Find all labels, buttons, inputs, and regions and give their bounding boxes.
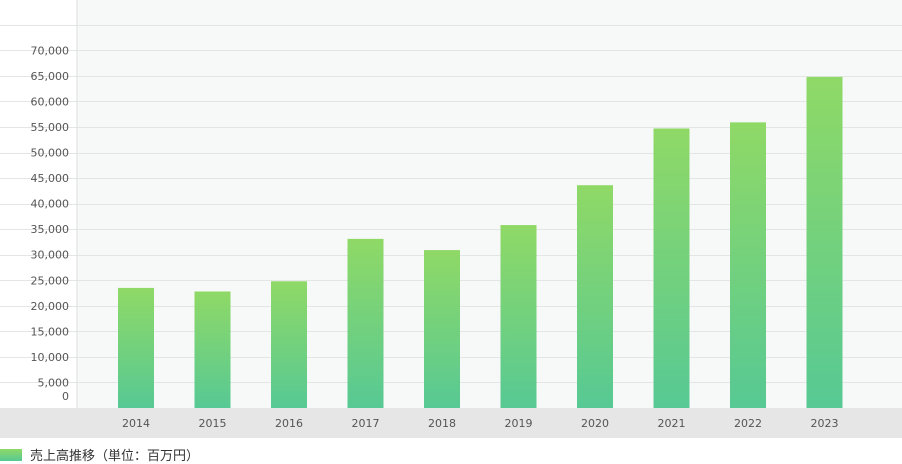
y-tick-label: 65,000	[31, 70, 70, 83]
bar-2019[interactable]	[500, 225, 537, 408]
bar-2015[interactable]	[194, 291, 231, 408]
bar-2023[interactable]	[806, 76, 843, 408]
y-tick-label: 45,000	[31, 172, 70, 185]
y-tick-label: 60,000	[31, 95, 70, 108]
bars	[118, 76, 843, 408]
legend-label: 売上高推移（単位：百万円）	[30, 449, 200, 464]
x-tick-label: 2022	[734, 417, 762, 430]
x-tick-label: 2018	[428, 417, 456, 430]
x-tick-label: 2019	[505, 417, 533, 430]
bar-2021[interactable]	[653, 128, 690, 408]
x-tick-label: 2014	[122, 417, 150, 430]
bar-2014[interactable]	[118, 287, 154, 408]
y-tick-label: 5,000	[38, 376, 70, 389]
x-axis-ticks: 2014 2015 2016 2017 2018 2019 2020 2021 2022 2023	[122, 417, 839, 430]
y-tick-label: 50,000	[31, 147, 70, 160]
bar-2020[interactable]	[577, 185, 613, 408]
y-tick-label: 30,000	[31, 249, 70, 262]
y-tick-label: 15,000	[31, 325, 70, 338]
bar-2017[interactable]	[347, 238, 384, 408]
y-tick-label: 55,000	[31, 121, 70, 134]
x-tick-label: 2016	[275, 417, 303, 430]
legend-swatch	[0, 448, 22, 461]
y-axis-ticks: 05,000 10,000 15,000 20,000 25,000 30,000 35,0…	[31, 44, 70, 403]
x-tick-label: 2015	[199, 417, 227, 430]
y-tick-label: 0	[62, 390, 69, 403]
y-tick-label: 70,000	[31, 44, 70, 57]
x-tick-label: 2020	[581, 417, 609, 430]
y-tick-label: 10,000	[31, 351, 70, 364]
bar-2022[interactable]	[730, 122, 766, 408]
x-axis-band	[0, 408, 902, 438]
x-tick-label: 2017	[352, 417, 380, 430]
legend: 売上高推移（単位：百万円）	[0, 446, 200, 464]
x-tick-label: 2021	[658, 417, 686, 430]
y-tick-label: 25,000	[31, 274, 70, 287]
bar-2016[interactable]	[271, 281, 307, 408]
sales-bar-chart: 05,000 10,000 15,000 20,000 25,000 30,000 35,0…	[0, 0, 902, 438]
y-tick-label: 20,000	[31, 300, 70, 313]
bar-2018[interactable]	[424, 250, 460, 408]
x-tick-label: 2023	[811, 417, 839, 430]
y-tick-label: 40,000	[31, 198, 70, 211]
y-tick-label: 35,000	[31, 223, 70, 236]
